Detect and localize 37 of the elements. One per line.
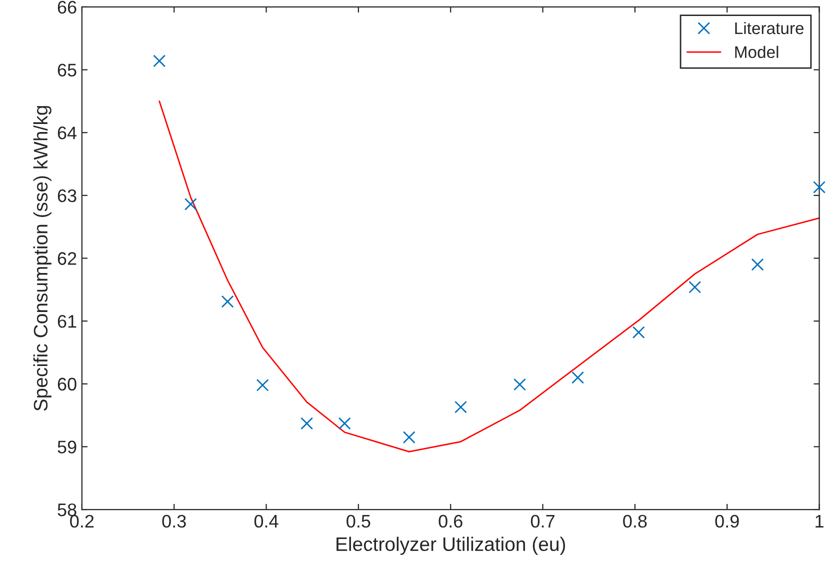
point xyxy=(300,417,314,430)
point xyxy=(402,431,416,444)
point xyxy=(688,280,702,294)
x-tick-label: 0.2 xyxy=(70,514,94,528)
y-tick-label: 60 xyxy=(58,378,76,391)
y-tick-label: 65 xyxy=(58,64,76,76)
x-tick-label: 0.8 xyxy=(623,514,647,528)
x-tick-label: 0.3 xyxy=(162,514,186,528)
y-tick-label: 62 xyxy=(58,252,76,265)
y-tick-label: 66 xyxy=(58,0,76,14)
point xyxy=(632,326,645,339)
line-series xyxy=(158,100,820,452)
legend-label: Model xyxy=(735,46,778,58)
x-tick-label: 0.9 xyxy=(715,514,739,528)
x-tick-label: 0.6 xyxy=(438,514,462,528)
y-axis-title: Specific Consumption (sse) kWh/kg xyxy=(33,106,52,411)
y-tick-label: 59 xyxy=(58,440,76,454)
x-tick-label: 0.4 xyxy=(254,514,278,528)
point xyxy=(153,54,166,68)
point xyxy=(572,371,584,384)
legend-label: Literature xyxy=(735,22,804,34)
point xyxy=(813,180,826,194)
x-axis-title: Electrolyzer Utilization (eu) xyxy=(336,536,566,555)
point xyxy=(454,400,467,414)
x-tick-label: 0.5 xyxy=(346,514,370,528)
point xyxy=(256,378,269,392)
x-tick-label: 1 xyxy=(816,515,824,528)
point xyxy=(751,258,764,271)
y-tick-label: 61 xyxy=(58,314,76,328)
x-tick-label: 0.7 xyxy=(530,514,554,528)
y-tick-label: 63 xyxy=(58,189,76,202)
y-tick-label: 64 xyxy=(58,126,77,140)
point xyxy=(221,295,234,308)
y-tick-label: 58 xyxy=(58,503,76,516)
point xyxy=(513,378,526,391)
point xyxy=(184,198,197,210)
point xyxy=(338,417,351,430)
